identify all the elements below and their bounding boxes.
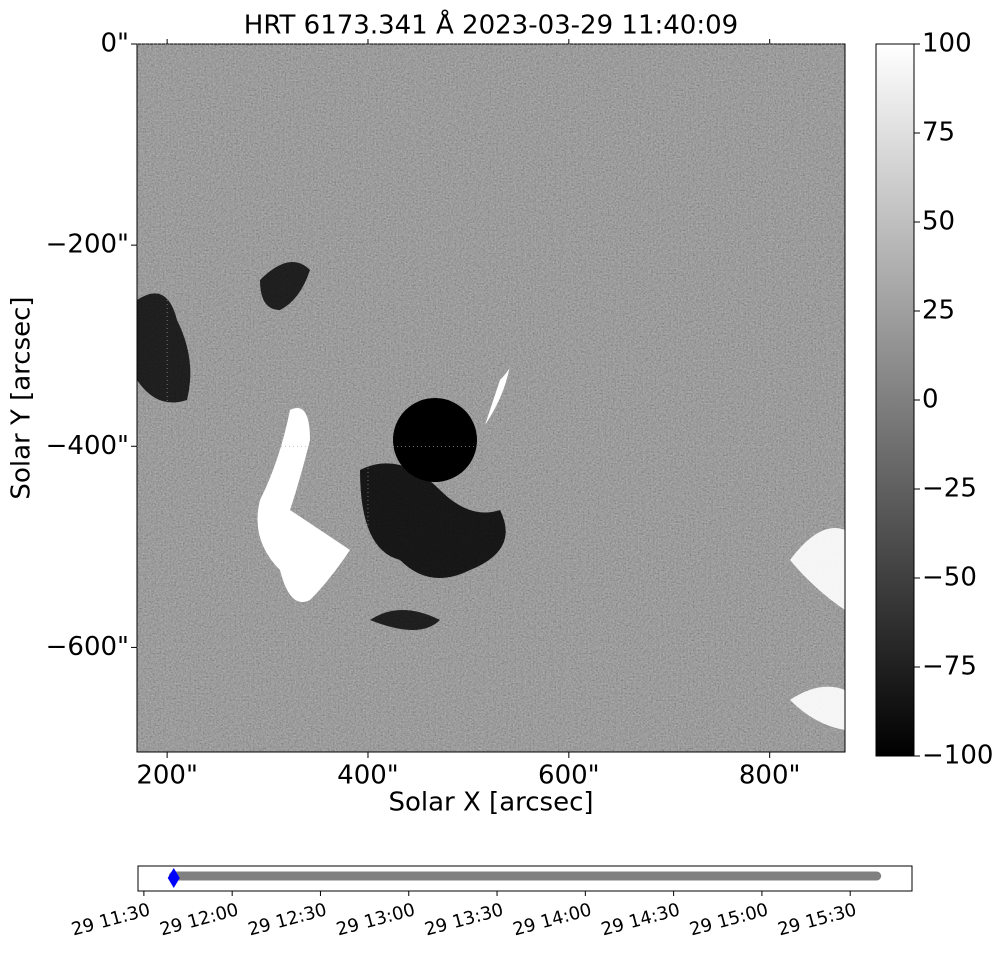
- colorbar: [875, 43, 915, 757]
- x-tick-label: 400": [337, 761, 399, 791]
- y-tick-label: −200": [46, 230, 129, 260]
- timeline-tick-label: 29 14:30: [599, 899, 682, 940]
- bright-region: [485, 365, 510, 425]
- dark-region: [260, 262, 310, 310]
- x-axis-label: Solar X [arcsec]: [388, 788, 593, 818]
- sunspot: [393, 398, 477, 482]
- plot-frame: [136, 43, 846, 753]
- colorbar-tick-label: 50: [922, 207, 955, 237]
- colorbar-tick-label: 75: [922, 118, 955, 148]
- x-tick-label: 200": [136, 761, 198, 791]
- colorbar-tick-label: −75: [922, 652, 977, 682]
- bright-region: [257, 408, 350, 602]
- timeline-tick-label: 29 13:00: [334, 899, 417, 940]
- y-tick-label: −400": [46, 431, 129, 461]
- timeline-tick-label: 29 15:00: [687, 899, 770, 940]
- y-tick-label: 0": [100, 29, 129, 59]
- y-axis-label: Solar Y [arcsec]: [7, 296, 37, 499]
- colorbar-tick-label: −25: [922, 474, 977, 504]
- dark-region: [137, 293, 191, 403]
- colorbar-tick-label: −100: [922, 741, 993, 771]
- bright-region: [790, 686, 845, 730]
- bright-region: [790, 528, 845, 610]
- dark-region: [370, 610, 440, 630]
- timeline-tick-label: 29 13:30: [422, 899, 505, 940]
- colorbar-tick-label: 25: [922, 296, 955, 326]
- timeline-tick-label: 29 12:00: [158, 899, 241, 940]
- timeline-tick-label: 29 11:30: [69, 899, 152, 940]
- timeline-tick-label: 29 12:30: [246, 899, 329, 940]
- dark-region: [360, 463, 506, 578]
- x-tick-label: 800": [739, 761, 801, 791]
- colorbar-tick-label: −50: [922, 563, 977, 593]
- y-tick-label: −600": [46, 632, 129, 662]
- timeline-tick-label: 29 15:30: [776, 899, 859, 940]
- colorbar-tick-label: 100: [922, 29, 972, 59]
- chart-title: HRT 6173.341 Å 2023-03-29 11:40:09: [244, 9, 738, 41]
- image-noise: [137, 44, 845, 752]
- x-tick-label: 600": [538, 761, 600, 791]
- timeline-tick-label: 29 14:00: [511, 899, 594, 940]
- current-time-marker[interactable]: [167, 868, 180, 888]
- colorbar-tick-label: 0: [922, 385, 939, 415]
- magnetogram: [137, 44, 845, 752]
